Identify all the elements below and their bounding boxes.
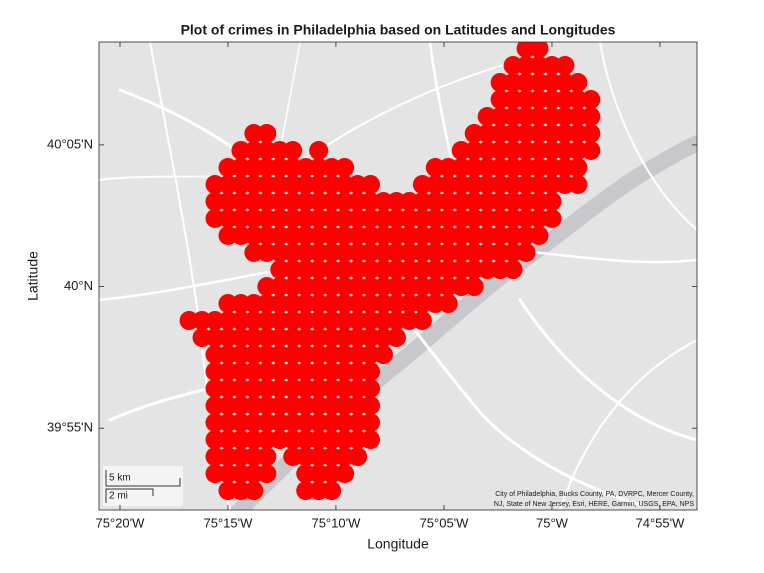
crime-point [438, 294, 458, 314]
crime-point [361, 430, 381, 450]
axes-box [98, 41, 698, 511]
scale-lines [105, 470, 181, 503]
crime-point [464, 277, 484, 297]
x-tick-label: 75°15'W [204, 515, 254, 530]
crime-point [257, 464, 277, 484]
crime-point [568, 72, 588, 92]
crime-point [361, 413, 381, 433]
y-axis-label: Latitude [25, 251, 41, 301]
road [518, 298, 697, 442]
crime-point [335, 464, 355, 484]
crime-point [386, 328, 406, 348]
y-tick-label: 39°55'N [47, 420, 93, 435]
chart-title: Plot of crimes in Philadelphia based on … [181, 22, 616, 38]
scale-km: 5 km [109, 473, 131, 484]
crime-point [542, 209, 562, 229]
crime-point [283, 140, 303, 160]
crime-point [581, 123, 601, 143]
y-tick-label: 40°05'N [47, 136, 93, 151]
road [599, 42, 697, 231]
x-axis-label: Longitude [367, 536, 429, 552]
crime-point [581, 106, 601, 126]
y-tick-label: 40°N [64, 278, 93, 293]
road [559, 339, 697, 510]
crime-point [244, 481, 264, 501]
crime-point [257, 447, 277, 467]
crime-point [361, 396, 381, 416]
x-tick-label: 74°55'W [635, 515, 685, 530]
crime-point [309, 140, 329, 160]
crime-point [581, 140, 601, 160]
crime-point [348, 447, 368, 467]
crime-point [529, 42, 549, 58]
crime-point [581, 89, 601, 109]
crime-point [516, 243, 536, 263]
x-tick-label: 75°05'W [420, 515, 470, 530]
crime-point [257, 123, 277, 143]
x-tick-label: 75°10'W [311, 515, 361, 530]
crime-point [412, 311, 432, 331]
scale-bar: 5 km 2 mi [103, 466, 183, 506]
crime-point [568, 158, 588, 178]
crime-point [542, 192, 562, 212]
crime-point [361, 175, 381, 195]
crime-point [361, 362, 381, 382]
crime-point [361, 379, 381, 399]
crime-point [335, 158, 355, 178]
crime-point [555, 55, 575, 75]
crime-point [373, 345, 393, 365]
crime-point [322, 481, 342, 501]
attribution: NJ, State of New Jersey, Esri, HERE, Gar… [494, 501, 694, 508]
attribution: City of Philadelphia, Bucks County, PA, … [495, 491, 694, 498]
crime-point [503, 260, 523, 280]
x-tick-label: 75°20'W [96, 515, 146, 530]
x-tick-label: 75°W [536, 515, 569, 530]
scale-mi: 2 mi [109, 491, 128, 502]
points-layer [179, 42, 601, 501]
crime-point [568, 175, 588, 195]
crime-point [529, 226, 549, 246]
